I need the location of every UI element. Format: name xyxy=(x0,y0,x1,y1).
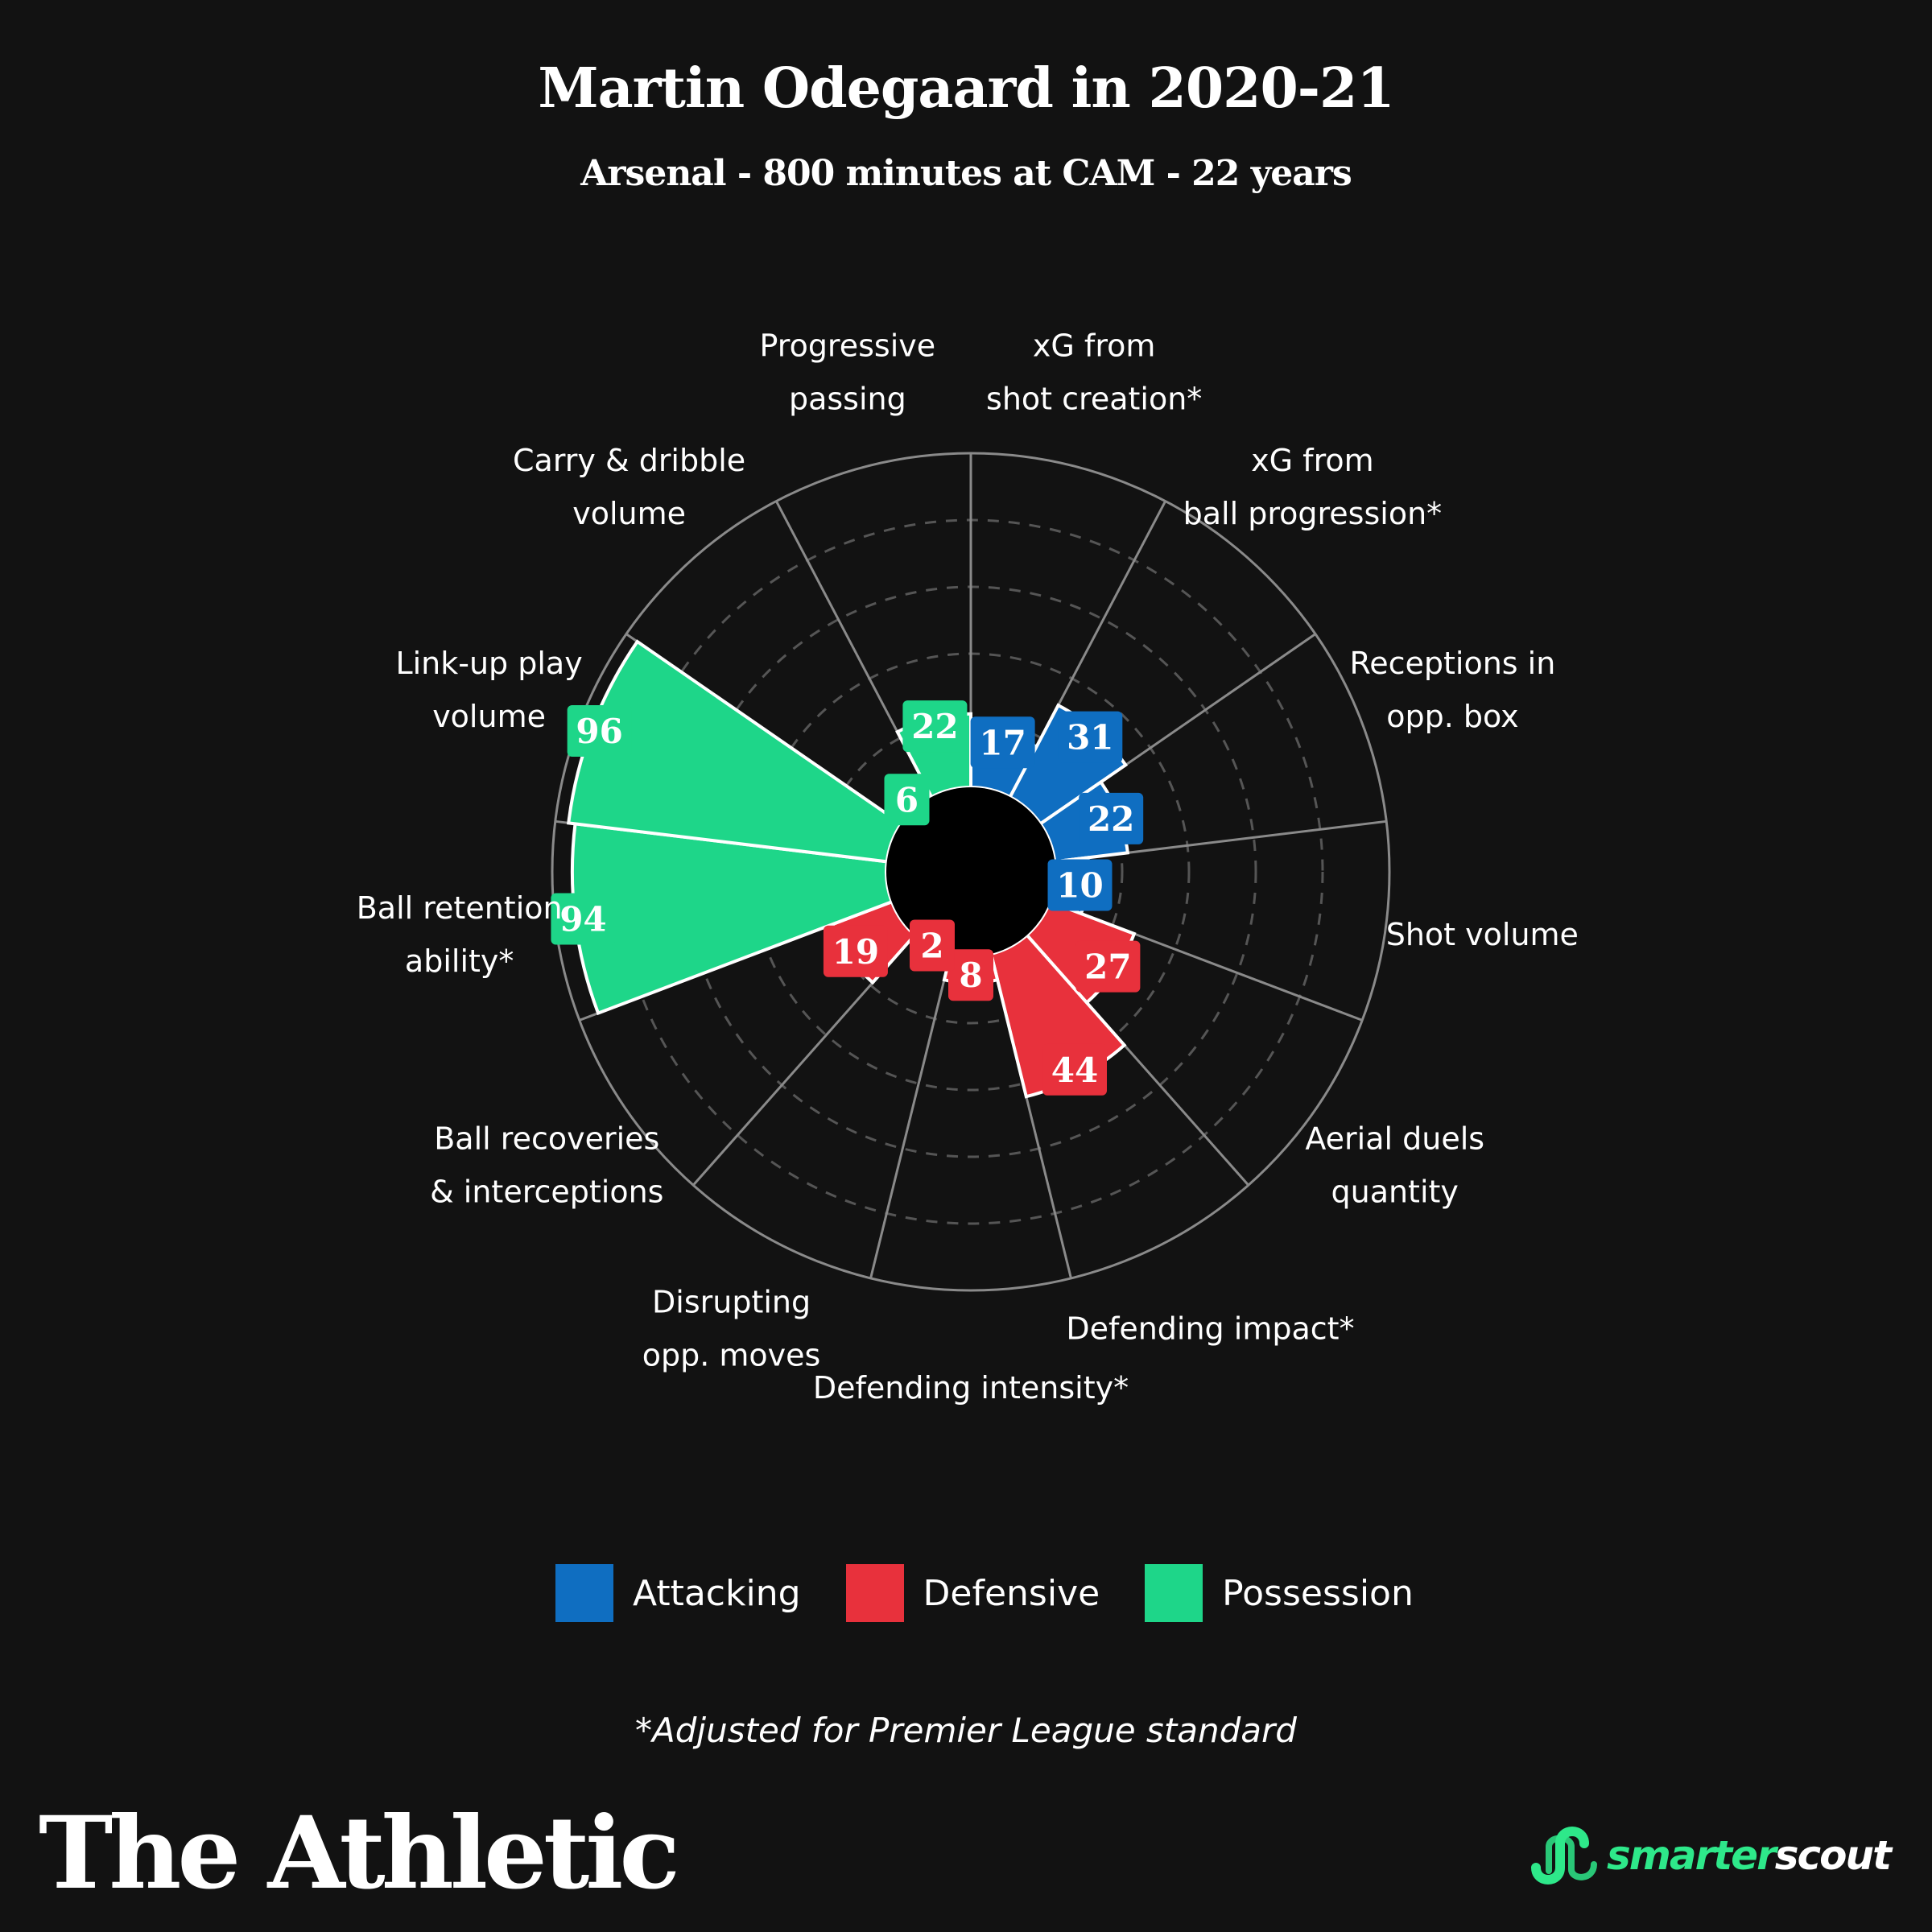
smarterscout-wordmark: smarterscout xyxy=(1607,1832,1892,1879)
category-label-2: Receptions in opp. box xyxy=(1350,646,1556,734)
category-label-1: xG from ball progression* xyxy=(1183,443,1443,531)
value-label-5: 44 xyxy=(1051,1051,1098,1090)
chart-subtitle: Arsenal - 800 minutes at CAM - 22 years xyxy=(580,153,1352,194)
legend-label-defensive: Defensive xyxy=(923,1572,1100,1614)
category-label-12: Progressive passing xyxy=(760,328,936,417)
smarterscout-part2: scout xyxy=(1774,1832,1892,1879)
category-label-3: Shot volume xyxy=(1386,917,1579,952)
value-badge-6 xyxy=(948,949,993,1001)
category-label-5: Defending impact* xyxy=(1066,1311,1354,1347)
value-badge-0 xyxy=(970,716,1035,769)
category-label-line: Ball retention xyxy=(357,890,563,926)
value-label-3: 10 xyxy=(1056,865,1103,905)
value-badge-8 xyxy=(823,925,888,977)
category-label-line: shot creation* xyxy=(986,382,1202,417)
value-badge-4 xyxy=(1075,940,1141,993)
category-label-0: xG from shot creation* xyxy=(986,328,1202,417)
value-badge-11 xyxy=(884,774,930,826)
category-label-line: Ball recoveries xyxy=(434,1121,659,1157)
legend-label-attacking: Attacking xyxy=(633,1572,801,1614)
category-label-7: Disrupting opp. moves xyxy=(642,1285,821,1373)
value-label-7: 2 xyxy=(920,926,943,965)
category-label-line: quantity xyxy=(1331,1174,1458,1210)
value-badge-3 xyxy=(1047,859,1113,911)
chart-title: Martin Odegaard in 2020-21 xyxy=(538,56,1394,121)
value-label-10: 96 xyxy=(576,712,622,751)
value-label-12: 22 xyxy=(911,707,958,746)
smarterscout-part1: smarter xyxy=(1607,1832,1777,1879)
value-label-0: 17 xyxy=(979,723,1026,762)
category-label-line: xG from xyxy=(1033,328,1155,364)
category-label-line: Defending impact* xyxy=(1066,1311,1354,1347)
value-label-9: 94 xyxy=(559,899,606,939)
legend-swatch-defensive xyxy=(845,1564,904,1622)
legend-item-attacking: Attacking xyxy=(555,1564,801,1622)
value-badge-12 xyxy=(902,700,968,753)
category-label-line: ability* xyxy=(405,943,514,979)
category-label-10: Link-up play volume xyxy=(395,646,582,734)
category-label-8: Ball recoveries & interceptions xyxy=(430,1121,663,1210)
legend-swatch-attacking xyxy=(555,1564,613,1622)
legend-label-possession: Possession xyxy=(1222,1572,1414,1614)
category-label-line: volume xyxy=(432,699,546,734)
category-label-line: Progressive xyxy=(760,328,936,364)
the-athletic-logo: The Athletic xyxy=(39,1795,680,1912)
value-label-1: 31 xyxy=(1067,718,1113,758)
category-label-line: xG from xyxy=(1251,443,1373,478)
value-label-11: 6 xyxy=(895,780,919,819)
category-label-line: Shot volume xyxy=(1386,917,1579,952)
category-label-line: passing xyxy=(789,382,906,417)
category-label-6: Defending intensity* xyxy=(813,1370,1129,1406)
category-label-11: Carry & dribble volume xyxy=(513,443,745,531)
footnote: *Adjusted for Premier League standard xyxy=(635,1711,1297,1750)
category-label-line: Carry & dribble xyxy=(513,443,745,478)
value-label-6: 8 xyxy=(959,956,982,995)
value-badge-10 xyxy=(567,705,632,758)
smarterscout-icon xyxy=(1531,1827,1597,1885)
category-label-line: opp. box xyxy=(1386,699,1518,734)
center-hole xyxy=(886,787,1055,956)
category-label-4: Aerial duels quantity xyxy=(1305,1121,1484,1210)
value-badge-5 xyxy=(1042,1043,1108,1096)
category-label-line: opp. moves xyxy=(642,1338,821,1373)
value-label-4: 27 xyxy=(1084,947,1131,987)
category-label-line: Disrupting xyxy=(652,1285,811,1320)
legend: Attacking Defensive Possession xyxy=(555,1563,1459,1623)
legend-item-possession: Possession xyxy=(1145,1564,1414,1622)
category-label-line: & interceptions xyxy=(430,1174,663,1210)
value-label-2: 22 xyxy=(1088,799,1134,839)
category-label-line: Receptions in xyxy=(1350,646,1556,681)
value-badge-1 xyxy=(1058,711,1123,763)
value-badge-7 xyxy=(909,919,955,972)
legend-item-defensive: Defensive xyxy=(845,1564,1100,1622)
category-label-line: Link-up play xyxy=(395,646,582,681)
category-label-line: ball progression* xyxy=(1183,496,1443,531)
category-label-line: volume xyxy=(572,496,686,531)
legend-swatch-possession xyxy=(1145,1564,1203,1622)
category-label-line: Defending intensity* xyxy=(813,1370,1129,1406)
smarterscout-logo: smarterscout xyxy=(1526,1815,1892,1896)
spoke-7 xyxy=(869,953,952,1279)
value-badge-2 xyxy=(1079,792,1144,844)
category-label-9: Ball retention ability* xyxy=(357,890,563,979)
value-label-8: 19 xyxy=(832,932,879,972)
value-badge-9 xyxy=(551,893,616,945)
category-label-line: Aerial duels xyxy=(1305,1121,1484,1157)
